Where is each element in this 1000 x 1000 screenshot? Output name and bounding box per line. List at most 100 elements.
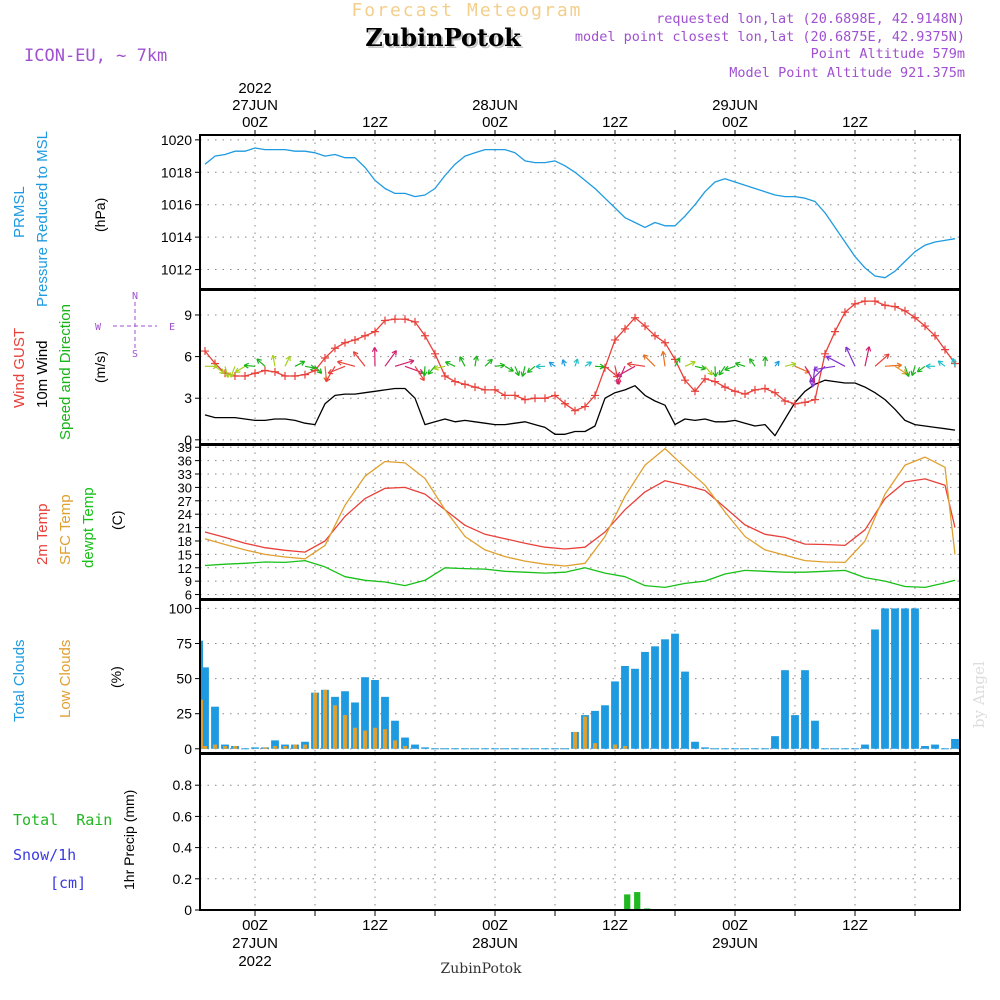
pressure-label-2: Pressure Reduced to MSL [34,131,51,307]
model-altitude: Model Point Altitude 921.375m [729,65,965,81]
total-cloud-bar [391,720,399,749]
wind-arrow-head [573,358,579,364]
wind-arrow-head [285,355,291,362]
gust-marker [581,402,589,411]
wind-arrow-head [444,360,451,367]
gust-marker [941,345,949,354]
footer-station: ZubinPotok [440,961,522,977]
station-title: ZubinPotok [365,23,522,52]
gust-marker [681,376,689,385]
temp-ytick-label: 15 [178,547,192,562]
wind-dir-label: Speed and Direction [57,304,74,440]
wind-arrow-head [937,360,944,366]
wind-arrow-head [224,372,230,378]
wind-direction-arrow [694,365,706,370]
wind-direction-arrow [574,358,579,367]
gust-marker [921,322,929,331]
low-cloud-bar [343,715,347,749]
wind-arrow-head [419,375,425,382]
total-cloud-bar [421,747,429,749]
low-cloud-bar [293,744,297,749]
wind-direction-arrow [427,365,436,375]
wind-arrow-head [865,346,872,352]
pressure-ytick-label: 1016 [161,197,192,213]
wind-arrow-head [219,368,225,374]
wind-direction-arrow [214,365,225,374]
wind-direction-arrow [864,346,870,367]
gust-marker [721,383,729,392]
wind-direction-arrow [294,360,305,367]
low-cloud-bar [383,729,387,749]
precip-ytick-label: 0.2 [173,871,193,887]
wind-direction-arrow [514,366,520,376]
gust-marker [361,331,369,340]
wind-direction-arrow [423,366,426,377]
total-cloud-bar [771,736,779,749]
total-cloud-bar [871,629,879,749]
wind-direction-arrow [445,361,456,367]
temp-sfc-line [204,447,956,567]
gust-marker [511,391,519,400]
gust-marker [331,344,339,353]
wind-arrow-head [616,378,622,385]
wind-arrow-head [508,366,514,372]
compass-north: N [132,291,138,302]
bottom-time-label: 12Z [362,917,388,934]
wind-direction-arrow [327,365,346,374]
gust-marker [861,297,869,306]
gust-marker [381,316,389,325]
wind-arrow-head [548,361,555,368]
gust-marker [541,394,549,403]
bottom-time-label: 27JUN [232,935,278,952]
total-cloud-bar [591,710,599,749]
gust-marker [931,331,939,340]
total-cloud-bar [681,671,689,749]
wind-ytick-label: 0 [184,432,192,448]
wind-direction-arrow [894,365,908,375]
pressure-unit: (hPa) [92,198,108,232]
wind-direction-arrow [749,358,756,367]
temp-ytick-label: 6 [185,588,192,603]
wind-arrow-head [916,367,923,373]
gust-marker [841,308,849,317]
total-cloud-bar [701,747,709,749]
gust-marker [551,391,559,400]
temp-frame [199,444,961,600]
wind-direction-arrow [884,364,902,367]
gust-marker [301,370,309,379]
gust-marker [451,377,459,386]
wind-direction-arrow [504,365,514,372]
bottom-time-label: 00Z [722,917,748,934]
cloud-unit: (%) [108,666,124,688]
wind-arrow-head [825,355,832,361]
wind-direction-arrow [813,365,836,371]
wind-arrow-head [316,368,323,374]
low-cloud-bar [373,727,377,749]
gust-marker [341,338,349,347]
gust-marker [821,349,829,358]
gust-marker [401,315,409,324]
gust-marker [291,372,299,381]
precip-ytick-label: 0 [184,902,192,918]
temp-ytick-label: 24 [178,507,192,522]
gust-marker [281,372,289,381]
gust-marker [651,331,659,340]
wind-arrow-head [212,363,218,370]
wind-direction-arrow [272,355,276,367]
gust-marker [531,394,539,403]
plot-layer: 1012101410161018102003696912151821242730… [161,80,961,970]
low-cloud-bar [403,745,407,749]
wind-arrow-head [774,360,780,367]
station-title: ZubinPotok [367,25,524,54]
gust-marker [741,390,749,399]
gust-marker [871,297,879,306]
wind-arrow-head [391,350,397,356]
low-cloud-bar [283,745,287,749]
wind-arrow-head [951,357,957,364]
bottom-time-label: 12Z [842,917,868,934]
wind-arrow-head [299,360,306,366]
wind-direction-arrow [433,365,446,370]
gust-marker [521,395,529,404]
wind-direction-arrow [724,365,736,371]
wind-direction-arrow [952,358,956,367]
